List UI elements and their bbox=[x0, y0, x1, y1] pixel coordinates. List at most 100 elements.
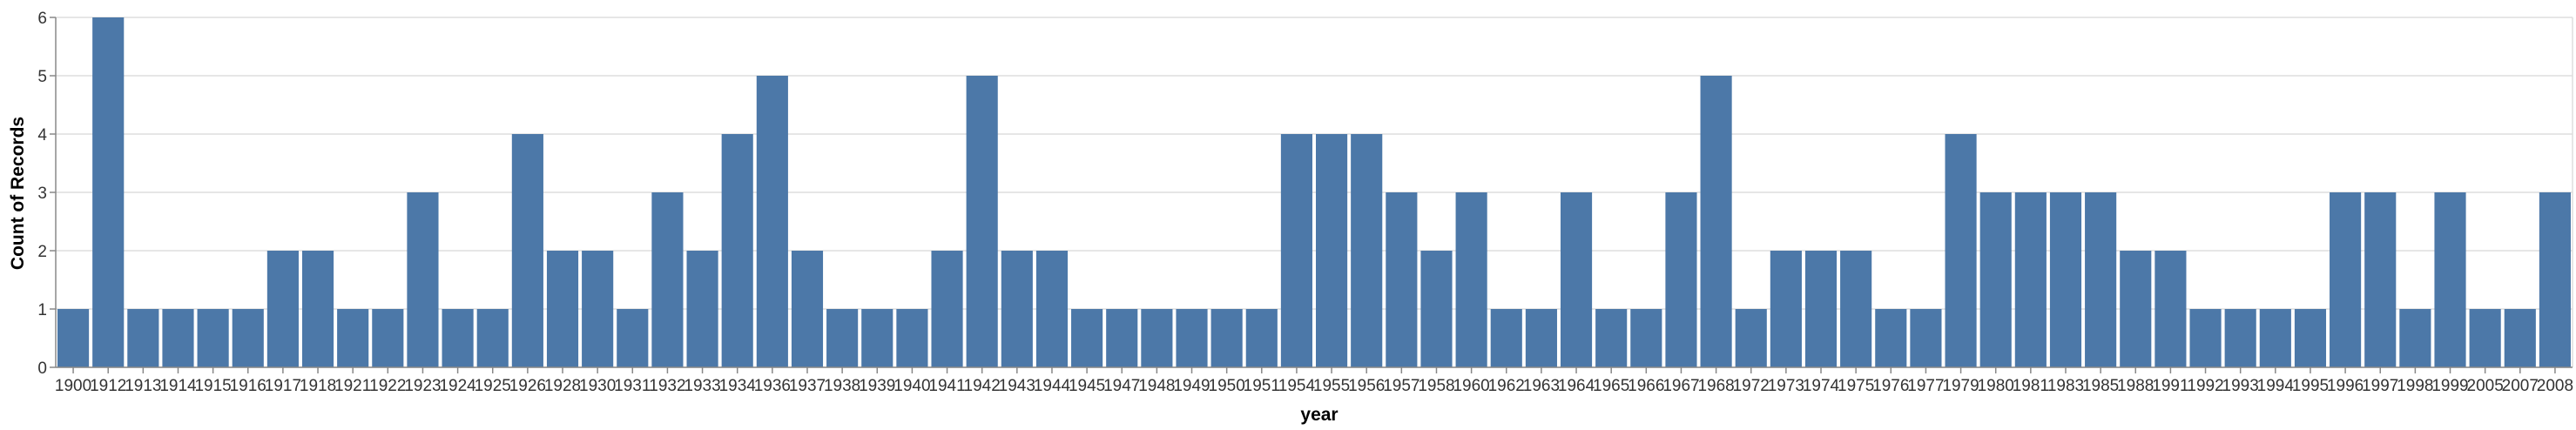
x-tick-label: 1933 bbox=[684, 377, 720, 395]
x-tick-label: 1972 bbox=[1733, 377, 1770, 395]
x-tick-label: 1914 bbox=[159, 377, 197, 395]
x-tick-label: 1931 bbox=[614, 377, 651, 395]
bar bbox=[1001, 251, 1033, 367]
bar bbox=[2120, 251, 2152, 367]
y-tick-label: 0 bbox=[37, 359, 47, 378]
x-tick-label: 1900 bbox=[55, 377, 91, 395]
bar bbox=[791, 251, 824, 367]
x-tick-label: 1912 bbox=[90, 377, 126, 395]
x-tick-label: 1926 bbox=[509, 377, 546, 395]
bar bbox=[826, 309, 859, 367]
x-tick-label: 1954 bbox=[1278, 377, 1316, 395]
x-tick-label: 1934 bbox=[719, 377, 757, 395]
x-tick-label: 1967 bbox=[1662, 377, 1699, 395]
x-tick-label: 1922 bbox=[369, 377, 406, 395]
x-tick-label: 1918 bbox=[300, 377, 336, 395]
x-tick-label: 1974 bbox=[1803, 377, 1840, 395]
x-tick-label: 1950 bbox=[1209, 377, 1245, 395]
x-tick-label: 1955 bbox=[1313, 377, 1350, 395]
bar bbox=[2539, 192, 2571, 367]
x-tick-label: 1992 bbox=[2187, 377, 2223, 395]
bar bbox=[197, 309, 229, 367]
x-tick-label: 2007 bbox=[2502, 377, 2539, 395]
grid-lines bbox=[56, 17, 2573, 368]
bar bbox=[1560, 192, 1593, 367]
bar bbox=[2504, 309, 2536, 367]
bar bbox=[57, 309, 90, 367]
x-tick-label: 1965 bbox=[1593, 377, 1629, 395]
bar bbox=[686, 251, 718, 367]
x-tick-label: 1932 bbox=[649, 377, 685, 395]
bar bbox=[966, 76, 998, 367]
x-tick-label: 1924 bbox=[439, 377, 476, 395]
bar bbox=[1071, 309, 1103, 367]
bar bbox=[2155, 251, 2187, 367]
x-tick-label: 1958 bbox=[1418, 377, 1454, 395]
bar bbox=[232, 309, 264, 367]
bar bbox=[2434, 192, 2466, 367]
x-tick-label: 1976 bbox=[1872, 377, 1909, 395]
x-tick-label: 1977 bbox=[1907, 377, 1944, 395]
bar bbox=[2189, 309, 2222, 367]
x-tick-label: 1979 bbox=[1942, 377, 1979, 395]
bar bbox=[1106, 309, 1138, 367]
x-tick-label: 2008 bbox=[2537, 377, 2573, 395]
x-tick-label: 1997 bbox=[2362, 377, 2398, 395]
bar bbox=[2330, 192, 2362, 367]
bar bbox=[1770, 251, 1802, 367]
bar bbox=[162, 309, 194, 367]
x-tick-label: 2005 bbox=[2467, 377, 2504, 395]
x-tick-label: 1916 bbox=[230, 377, 266, 395]
bar bbox=[1875, 309, 1907, 367]
x-tick-label: 1915 bbox=[194, 377, 231, 395]
bar bbox=[931, 251, 963, 367]
x-tick-label: 1928 bbox=[544, 377, 581, 395]
x-tick-label: 1995 bbox=[2292, 377, 2329, 395]
bar bbox=[1386, 192, 1418, 367]
x-tick-label: 1951 bbox=[1244, 377, 1280, 395]
bar bbox=[1420, 251, 1453, 367]
x-tick-label: 1913 bbox=[125, 377, 161, 395]
bar bbox=[1840, 251, 1872, 367]
x-tick-label: 1993 bbox=[2222, 377, 2259, 395]
bar bbox=[721, 134, 753, 367]
x-tick-label: 1947 bbox=[1103, 377, 1140, 395]
x-tick-label: 1942 bbox=[964, 377, 1001, 395]
bar bbox=[1035, 251, 1069, 367]
x-tick-label: 1957 bbox=[1383, 377, 1419, 395]
x-tick-label: 1941 bbox=[928, 377, 965, 395]
x-tick-label: 1998 bbox=[2397, 377, 2433, 395]
bar bbox=[2085, 192, 2117, 367]
x-tick-label: 1960 bbox=[1453, 377, 1489, 395]
x-tick-label: 1945 bbox=[1069, 377, 1105, 395]
y-axis: 0 1 2 3 4 5 6 bbox=[37, 10, 57, 378]
y-tick-label: 5 bbox=[37, 68, 47, 86]
x-tick-label: 1948 bbox=[1138, 377, 1175, 395]
bar bbox=[1210, 309, 1243, 367]
x-tick-label: 1973 bbox=[1768, 377, 1804, 395]
x-tick-label: 1981 bbox=[2013, 377, 2049, 395]
bar bbox=[1280, 134, 1312, 367]
x-tick-label: 1968 bbox=[1697, 377, 1734, 395]
bar bbox=[1490, 309, 1522, 367]
x-tick-label: 1994 bbox=[2257, 377, 2295, 395]
bar bbox=[756, 76, 788, 367]
bar bbox=[546, 251, 579, 367]
y-tick-label: 6 bbox=[37, 10, 47, 28]
bar bbox=[2364, 192, 2397, 367]
bar bbox=[582, 251, 614, 367]
bar bbox=[1630, 309, 1662, 367]
bar bbox=[511, 134, 543, 367]
bar bbox=[1176, 309, 1208, 367]
bar bbox=[301, 251, 334, 367]
bar bbox=[476, 309, 509, 367]
bar bbox=[442, 309, 474, 367]
bar bbox=[1351, 134, 1383, 367]
bar bbox=[1455, 192, 1487, 367]
bar bbox=[896, 309, 928, 367]
x-tick-label: 1966 bbox=[1628, 377, 1664, 395]
x-tick-label: 1930 bbox=[579, 377, 616, 395]
bar bbox=[617, 309, 649, 367]
x-tick-label: 1991 bbox=[2152, 377, 2188, 395]
